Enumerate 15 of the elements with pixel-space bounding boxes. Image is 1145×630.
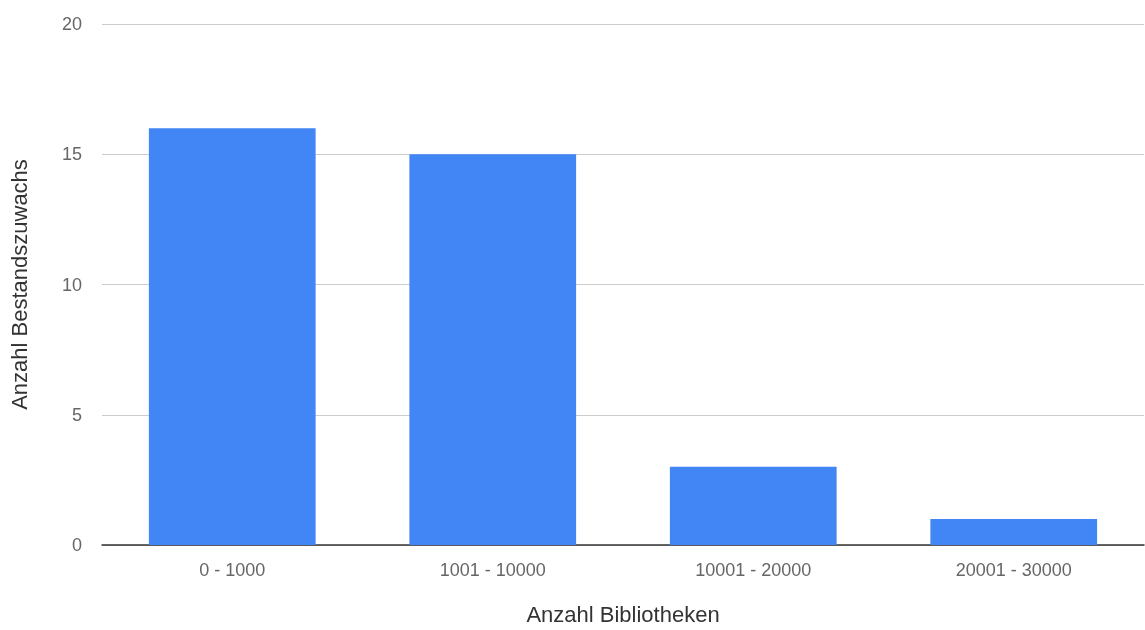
bar	[409, 154, 577, 545]
y-tick-label: 0	[71, 535, 82, 555]
y-tick-label: 10	[61, 274, 82, 295]
bar	[669, 466, 837, 545]
y-tick-label: 20	[61, 14, 82, 34]
x-tick-label: 0 - 1000	[199, 560, 266, 580]
y-tick-label: 15	[61, 144, 82, 165]
x-tick-label: 1001 - 10000	[439, 560, 546, 580]
x-tick-label: 10001 - 20000	[695, 560, 812, 580]
y-tick-label: 5	[71, 404, 82, 425]
x-axis-title: Anzahl Bibliotheken	[526, 601, 720, 627]
bar	[148, 128, 316, 545]
y-axis-title: Anzahl Bestandszuwachs	[6, 159, 32, 410]
x-tick-label: 20001 - 30000	[955, 560, 1072, 580]
bar	[930, 518, 1098, 545]
